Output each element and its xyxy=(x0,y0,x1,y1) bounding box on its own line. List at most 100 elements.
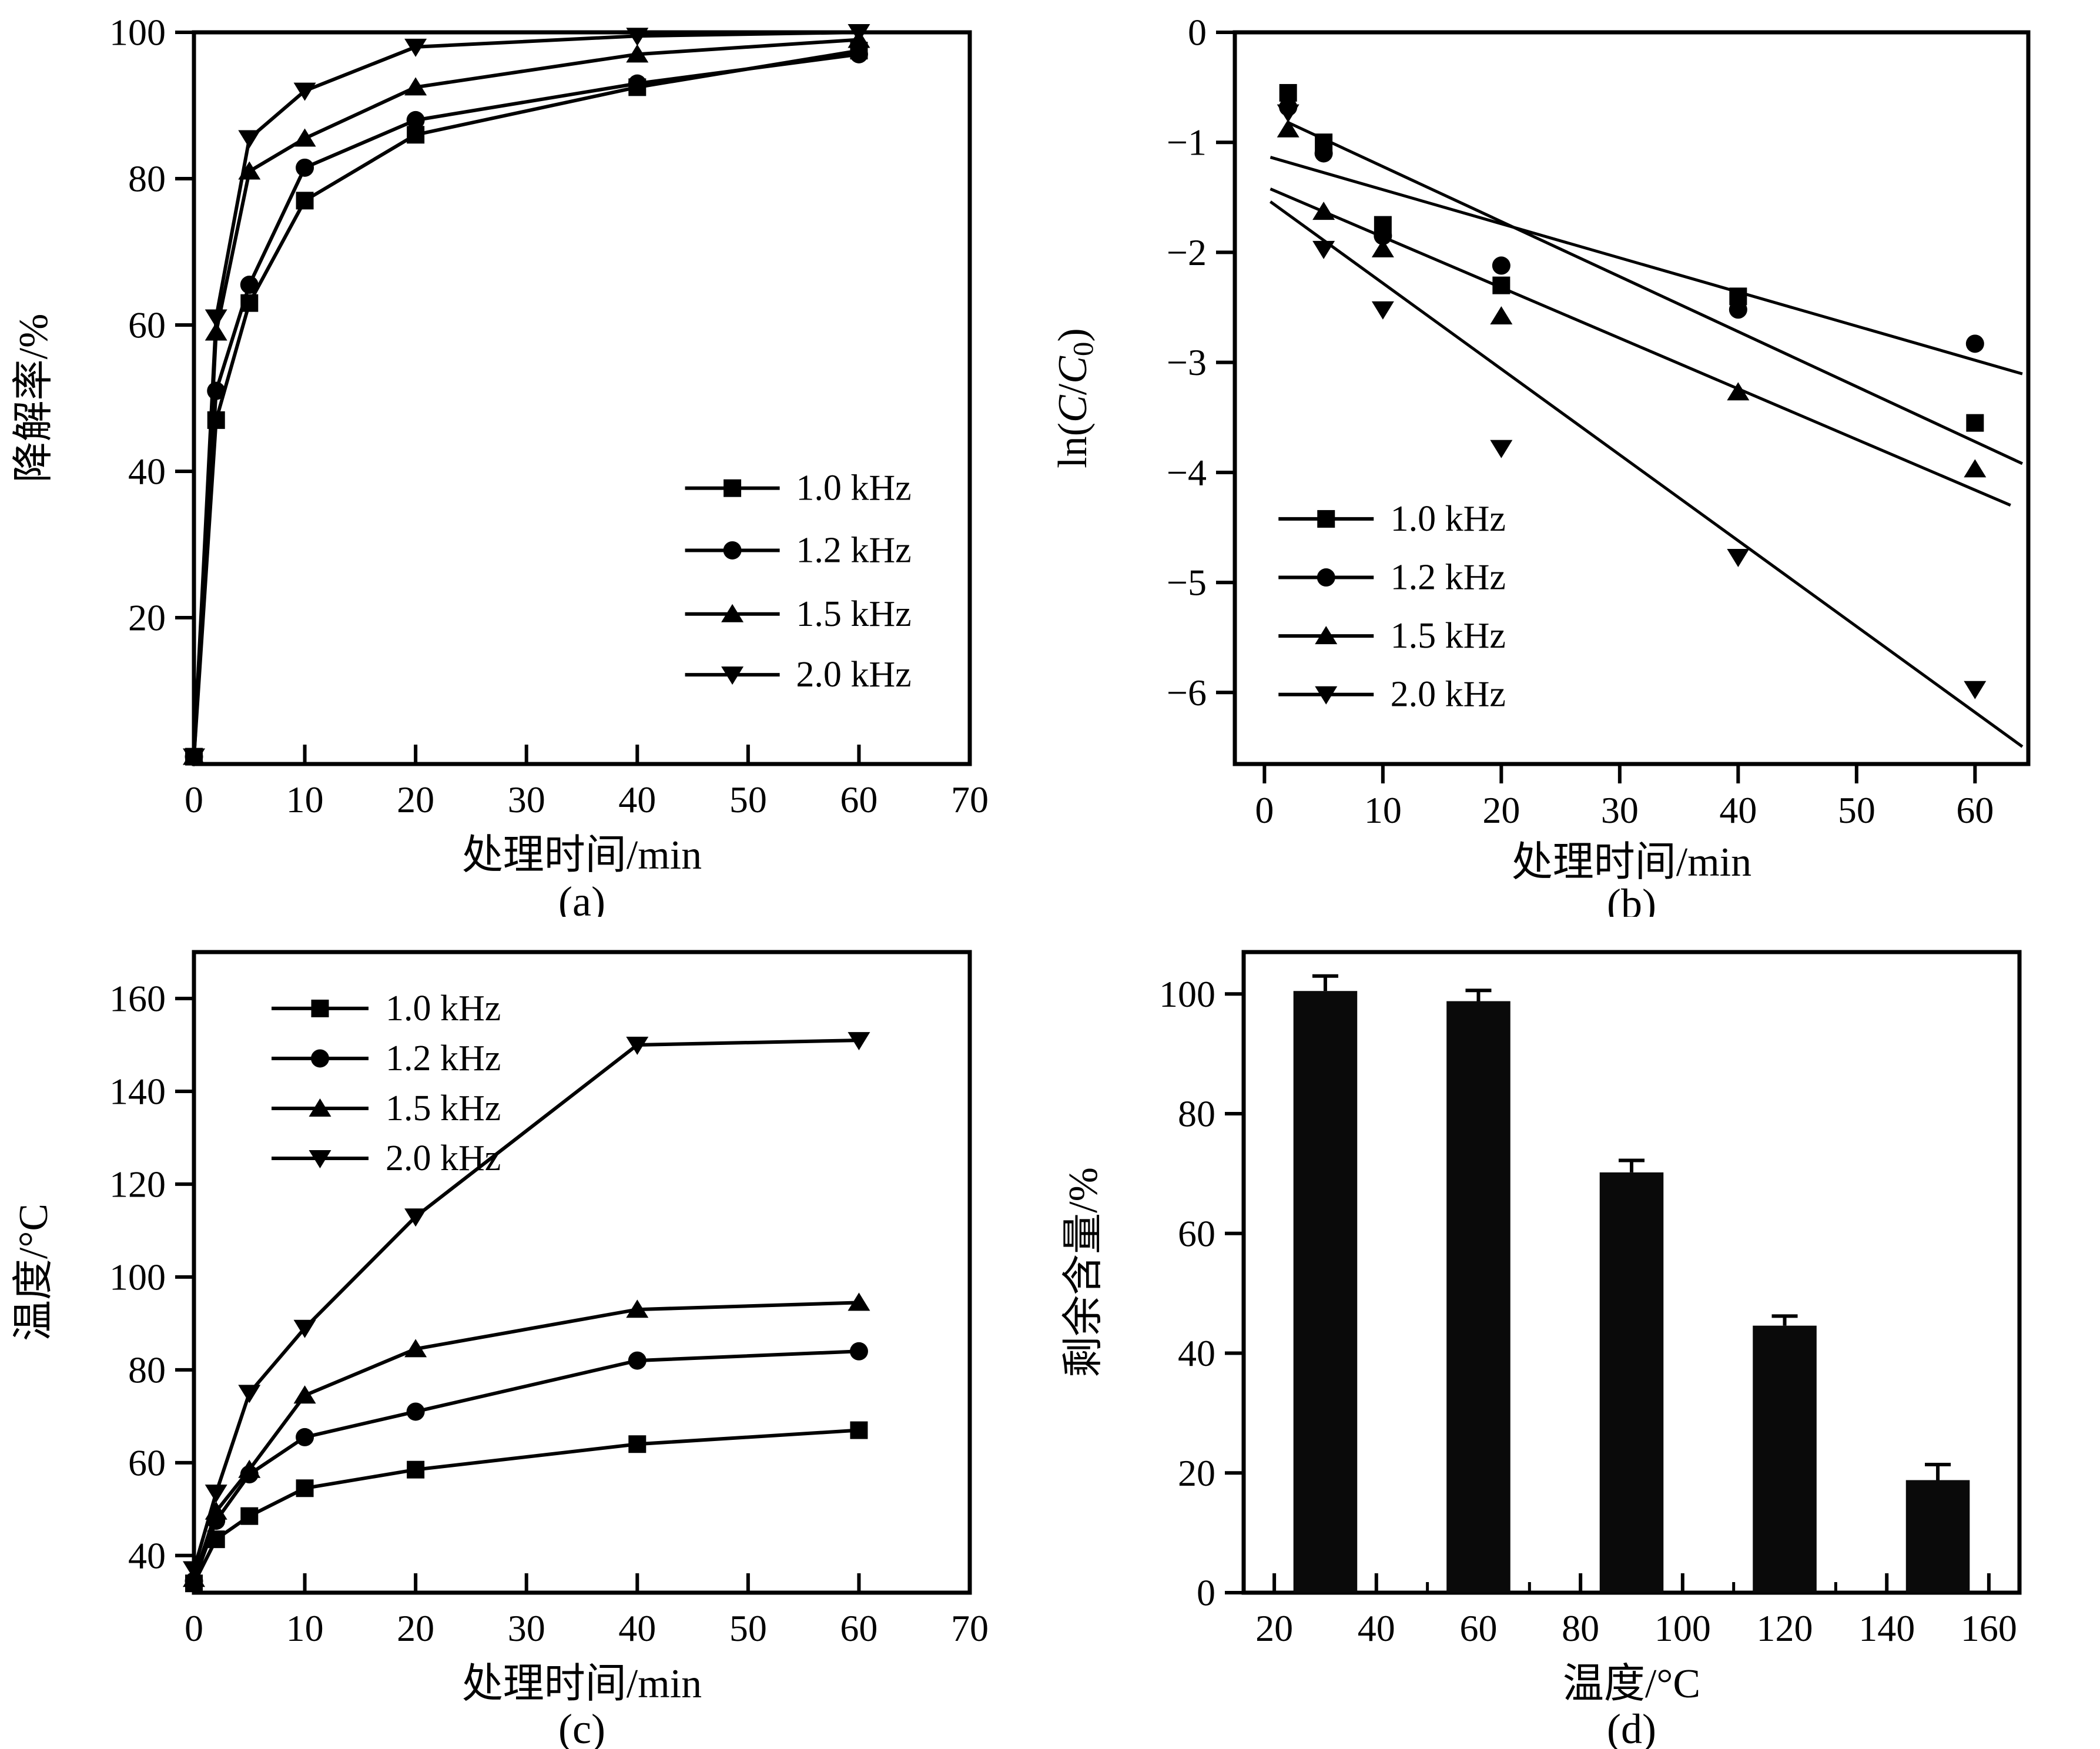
panel-d-xlabel: 温度/°C xyxy=(1563,1661,1700,1707)
triangle-up-marker xyxy=(238,1459,261,1478)
triangle-down-marker xyxy=(404,1208,427,1227)
panel-b-chart: 0 10 20 30 40 50 60 0 −1 −2 −3 −4 −5 −6 处理时间/min(b) ln(… xyxy=(1050,12,2031,917)
y-tick-label: 100 xyxy=(1159,973,1215,1015)
x-tick-label: 50 xyxy=(729,779,767,820)
triangle-up-marker xyxy=(293,128,316,147)
series-line-1-0-khz xyxy=(192,1428,859,1584)
panel-b-xlabel: 处理时间/min xyxy=(1512,840,1751,885)
triangle-down-marker xyxy=(626,28,649,46)
x-tick-label: 80 xyxy=(1562,1607,1599,1649)
y-tick-label: 60 xyxy=(128,304,166,346)
panel-d: 20 40 60 80 100 120 140 160 0 20 40 60 80 100 温度/°C (d)… xyxy=(1050,917,2100,1749)
y-tick-label: −1 xyxy=(1167,122,1207,163)
series-line-1-2-khz xyxy=(192,52,859,757)
legend-label: 1.0 kHz xyxy=(796,468,911,508)
circle-marker xyxy=(406,1402,425,1421)
legend-marker xyxy=(1315,686,1338,705)
triangle-down-marker xyxy=(183,748,205,767)
circle-marker xyxy=(240,276,259,294)
legend-item-2-0-khz: 2.0 kHz xyxy=(685,655,912,695)
triangle-down-marker xyxy=(848,1032,870,1051)
y-tick-label: 100 xyxy=(109,1256,166,1298)
x-tick-label: 60 xyxy=(1459,1607,1497,1649)
triangle-down-marker xyxy=(626,1036,649,1055)
triangle-down-marker xyxy=(1277,104,1299,123)
legend-label: 1.0 kHz xyxy=(386,989,501,1028)
series-line-2-0-khz xyxy=(192,31,859,757)
x-tick-label: 10 xyxy=(286,779,324,820)
legend-marker xyxy=(1317,568,1335,587)
triangle-up-marker xyxy=(1490,306,1513,325)
x-tick-label: 0 xyxy=(185,1607,203,1649)
square-marker xyxy=(1966,414,1984,432)
triangle-up-marker xyxy=(404,1339,427,1358)
y-tick-label: 40 xyxy=(128,451,166,492)
legend-label: 2.0 kHz xyxy=(386,1138,501,1178)
plot-box xyxy=(1232,30,2031,766)
x-tick-label: 40 xyxy=(1358,1607,1395,1649)
x-tick-label: 140 xyxy=(1858,1607,1915,1649)
panel-d-chart: 20 40 60 80 100 120 140 160 0 20 40 60 80 100 温度/°C(d)… xyxy=(1061,950,2022,1749)
triangle-down-marker xyxy=(1964,681,1987,699)
y-tick-label: 120 xyxy=(109,1163,166,1205)
triangle-down-marker xyxy=(1312,240,1335,259)
legend-item-1-2-khz: 1.2 kHz xyxy=(1278,558,1506,598)
triangle-up-marker xyxy=(205,1501,227,1520)
y-tick-label: −4 xyxy=(1167,451,1207,493)
x-tick-label: 10 xyxy=(286,1607,324,1649)
circle-marker xyxy=(849,1342,868,1361)
legend-item-1-2-khz: 1.2 kHz xyxy=(272,1038,501,1078)
legend-marker xyxy=(723,541,742,559)
bar-30 xyxy=(1293,991,1358,1593)
y-tick-label: 140 xyxy=(109,1070,166,1112)
fit-line-1-0-khz xyxy=(1287,121,2023,465)
y-tick-label: 80 xyxy=(128,1349,166,1391)
panel-b-label: (b) xyxy=(1607,880,1656,917)
triangle-up-marker xyxy=(205,322,227,341)
legend-label: 2.0 kHz xyxy=(1391,675,1506,715)
square-marker xyxy=(296,1479,314,1497)
legend-marker xyxy=(724,479,742,497)
legend-marker xyxy=(1317,510,1335,528)
x-tick-label: 60 xyxy=(840,1607,877,1649)
x-tick-label: 0 xyxy=(185,779,203,820)
panel-c-xlabel: 处理时间/min xyxy=(462,1661,702,1707)
panel-d-ylabel: 剩余含量/% xyxy=(1061,1167,1106,1378)
triangle-up-marker xyxy=(626,44,649,63)
legend-marker xyxy=(309,1150,331,1168)
circle-marker xyxy=(628,1351,647,1370)
legend-item-1-2-khz: 1.2 kHz xyxy=(685,530,912,570)
circle-marker xyxy=(296,1428,314,1446)
panel-b-ylabel: ln(C/C0) xyxy=(1050,328,1099,468)
circle-marker xyxy=(1492,256,1510,275)
bar-120 xyxy=(1753,1325,1817,1593)
triangle-down-marker xyxy=(205,1485,227,1503)
x-tick-label: 40 xyxy=(1719,789,1757,831)
legend-item-1-5-khz: 1.5 kHz xyxy=(685,594,912,634)
panel-c-label: (c) xyxy=(558,1706,605,1749)
legend-label: 2.0 kHz xyxy=(796,655,911,695)
bar-60 xyxy=(1446,1001,1510,1593)
triangle-down-marker xyxy=(1371,301,1394,320)
legend-marker xyxy=(309,1098,331,1117)
triangle-up-marker xyxy=(1964,459,1987,478)
legend-marker xyxy=(721,604,744,622)
y-tick-label: 160 xyxy=(109,977,166,1019)
panel-c-ylabel: 温度/°C xyxy=(11,1204,56,1341)
series-line-1-0-khz xyxy=(192,49,859,757)
x-tick-label: 20 xyxy=(1255,1607,1293,1649)
triangle-down-marker xyxy=(1490,440,1513,458)
x-tick-label: 60 xyxy=(840,779,877,820)
series-line-1-5-khz xyxy=(192,1301,859,1580)
legend-label: 1.2 kHz xyxy=(386,1038,501,1078)
triangle-down-marker xyxy=(183,1561,205,1580)
y-tick-label: 40 xyxy=(1178,1332,1215,1374)
legend-item-2-0-khz: 2.0 kHz xyxy=(1278,675,1506,715)
y-tick-label: −5 xyxy=(1167,562,1207,604)
square-marker xyxy=(207,411,225,429)
triangle-down-marker xyxy=(293,82,316,101)
triangle-down-marker xyxy=(238,1385,261,1403)
panel-b: 0 10 20 30 40 50 60 0 −1 −2 −3 −4 −5 −6 处理时间/min (b) ln(… xyxy=(1050,0,2100,917)
triangle-up-marker xyxy=(404,77,427,96)
plot-box xyxy=(192,30,972,766)
